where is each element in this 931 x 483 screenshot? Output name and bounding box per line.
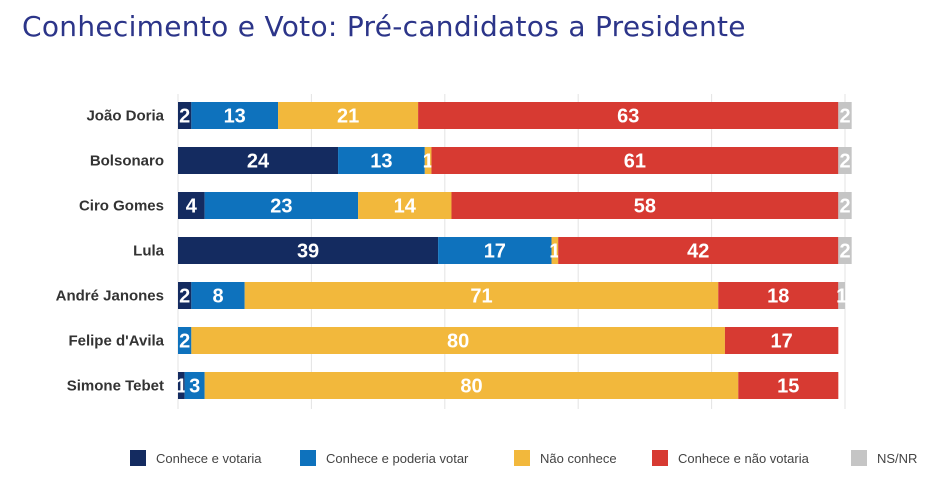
- bar-segment: [191, 327, 725, 354]
- bar-segment: [838, 102, 852, 129]
- data-label: 4: [186, 196, 198, 218]
- category-label: Felipe d'Avila: [68, 333, 164, 350]
- data-label: 13: [224, 106, 246, 128]
- bar-segment: [178, 102, 192, 129]
- data-label: 63: [617, 106, 639, 128]
- data-label: 2: [179, 286, 190, 308]
- bar-segment: [178, 372, 185, 399]
- chart-title: Conhecimento e Voto: Pré-candidatos a Pr…: [22, 10, 746, 43]
- category-label: Bolsonaro: [90, 153, 164, 170]
- data-label: 8: [212, 286, 223, 308]
- data-label: 21: [337, 106, 359, 128]
- data-label: 17: [484, 241, 506, 263]
- category-label: Simone Tebet: [67, 378, 164, 395]
- data-label: 2: [839, 106, 850, 128]
- legend-label: NS/NR: [877, 450, 918, 466]
- data-label: 3: [189, 376, 200, 398]
- data-label: 2: [839, 196, 850, 218]
- bar-segment: [838, 282, 845, 309]
- data-label: 23: [270, 196, 292, 218]
- bar-segment: [244, 282, 719, 309]
- data-label: 2: [839, 241, 850, 263]
- bar-segment: [431, 147, 839, 174]
- bar-segment: [184, 372, 205, 399]
- bar-segment: [424, 147, 432, 174]
- data-label: 1: [836, 286, 847, 308]
- legend-label: Conhece e poderia votar: [326, 450, 469, 466]
- data-label: 1: [549, 241, 560, 263]
- legend-item: NS/NR: [851, 450, 917, 466]
- category-label: Ciro Gomes: [79, 198, 164, 215]
- legend-swatch: [300, 450, 316, 466]
- bar-segment: [838, 192, 852, 219]
- data-label: 80: [447, 331, 469, 353]
- bar-segment: [178, 282, 192, 309]
- data-label: 61: [624, 151, 646, 173]
- legend-item: Conhece e poderia votar: [300, 450, 468, 466]
- data-label: 18: [767, 286, 789, 308]
- category-labels: João Doria Bolsonaro Ciro Gomes Lula André J…: [56, 108, 165, 395]
- bar-segment: [191, 102, 279, 129]
- legend-swatch: [514, 450, 530, 466]
- data-label: 13: [370, 151, 392, 173]
- data-label: 14: [394, 196, 417, 218]
- bar-segment: [278, 102, 419, 129]
- bar-segment: [338, 147, 425, 174]
- bar-segment: [178, 147, 339, 174]
- bar-segment: [438, 237, 552, 264]
- legend-item: Não conhece: [514, 450, 617, 466]
- bar-segment: [204, 192, 359, 219]
- legend-swatch: [130, 450, 146, 466]
- data-label: 1: [176, 376, 187, 398]
- data-label: 2: [179, 106, 190, 128]
- bar-segment: [718, 282, 839, 309]
- bar-segment: [724, 327, 839, 354]
- bar-segment: [838, 237, 852, 264]
- bar-segment: [418, 102, 839, 129]
- legend-swatch: [851, 450, 867, 466]
- data-label: 2: [839, 151, 850, 173]
- bar-segment: [204, 372, 739, 399]
- legend-item: Conhece e votaria: [130, 450, 262, 466]
- legend-swatch: [652, 450, 668, 466]
- data-label: 2: [179, 331, 190, 353]
- bar-segment: [178, 237, 439, 264]
- bar-segment: [178, 192, 205, 219]
- bar-segment: [558, 237, 839, 264]
- bar-segment: [738, 372, 839, 399]
- stacked-bar-chart: 2 13 21 63 224 13 1 61 24 23 14 58 239 17 1 42 22 8 71 18 12…: [56, 94, 852, 409]
- category-label: Lula: [133, 243, 164, 260]
- legend-label: Conhece e votaria: [156, 450, 262, 466]
- data-label: 1: [423, 151, 434, 173]
- bar-segment: [451, 192, 839, 219]
- data-label: 15: [777, 376, 799, 398]
- legend-label: Não conhece: [540, 450, 617, 466]
- data-label: 58: [634, 196, 656, 218]
- data-label: 71: [470, 286, 492, 308]
- bar-segment: [838, 147, 852, 174]
- legend-item: Conhece e não votaria: [652, 450, 809, 466]
- category-label: André Janones: [56, 288, 164, 305]
- bars: 2 13 21 63 224 13 1 61 24 23 14 58 239 17 1 42 22 8 71 18 12…: [176, 102, 852, 399]
- legend: Conhece e votaria Conhece e poderia votar…: [0, 450, 931, 470]
- data-label: 42: [687, 241, 709, 263]
- data-label: 24: [247, 151, 270, 173]
- category-label: João Doria: [86, 108, 164, 125]
- data-label: 39: [297, 241, 319, 263]
- bar-segment: [551, 237, 559, 264]
- data-label: 80: [460, 376, 482, 398]
- data-label: 17: [771, 331, 793, 353]
- bar-segment: [178, 327, 192, 354]
- bar-segment: [358, 192, 452, 219]
- legend-label: Conhece e não votaria: [678, 450, 809, 466]
- bar-segment: [191, 282, 245, 309]
